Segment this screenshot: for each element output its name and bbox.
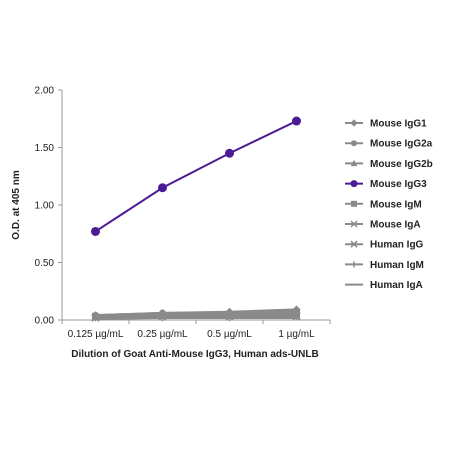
data-point [351,200,357,207]
x-tick-label: 1 µg/mL [278,329,315,340]
x-tick-label: 0.25 µg/mL [137,329,188,340]
series-line [95,316,297,321]
x-tick-label: 0.125 µg/mL [68,329,124,340]
series-line [94,120,297,233]
y-tick-label: 2.00 [35,86,55,97]
y-tick-label: 0.00 [35,316,55,327]
data-point [350,220,358,228]
legend-item: Human IgM [345,260,424,271]
data-point [292,116,301,126]
legend-label: Mouse IgM [370,199,422,210]
x-tick-label: 0.5 µg/mL [207,329,252,340]
legend-item: Mouse IgG3 [345,179,427,190]
legend-label: Human IgG [370,240,424,251]
x-axis-ticks: 0.125 µg/mL 0.25 µg/mL 0.5 µg/mL 1 µg/mL [61,320,331,340]
series-mouse-igg3 [91,116,301,236]
y-axis-title: O.D. at 405 nm [11,170,22,240]
y-axis-ticks: 0.00 0.50 1.00 1.50 2.00 [35,86,62,327]
legend-label: Mouse IgG2b [370,159,433,170]
y-tick-label: 0.50 [35,258,55,269]
legend-item: Mouse IgG2b [345,159,433,170]
legend-label: Human IgA [370,280,423,291]
data-point [351,261,357,268]
y-tick-label: 1.00 [35,201,55,212]
legend-item: Human IgG [345,240,424,251]
data-point [350,240,358,248]
legend-label: Mouse IgG1 [370,119,427,130]
series-human-iga [95,316,297,321]
data-point [158,183,167,193]
series-layer [91,116,301,322]
data-point [350,159,358,167]
legend-item: Mouse IgM [345,199,422,210]
data-point [350,119,358,127]
y-tick-label: 1.50 [35,143,55,154]
legend-item: Mouse IgG2a [345,139,433,150]
legend-item: Mouse IgA [345,220,421,231]
legend-item: Human IgA [345,280,423,291]
legend-label: Mouse IgG2a [370,139,433,150]
data-point [91,226,100,236]
data-point [351,140,357,147]
x-axis-title: Dilution of Goat Anti-Mouse IgG3, Human … [71,349,318,360]
legend-label: Human IgM [370,260,424,271]
legend-label: Mouse IgG3 [370,179,427,190]
data-point [225,148,234,158]
data-point [350,180,358,188]
legend-label: Mouse IgA [370,220,421,231]
legend-item: Mouse IgG1 [345,119,427,130]
legend: Mouse IgG1 Mouse IgG2a Mouse IgG2b Mouse Ig… [345,119,433,291]
